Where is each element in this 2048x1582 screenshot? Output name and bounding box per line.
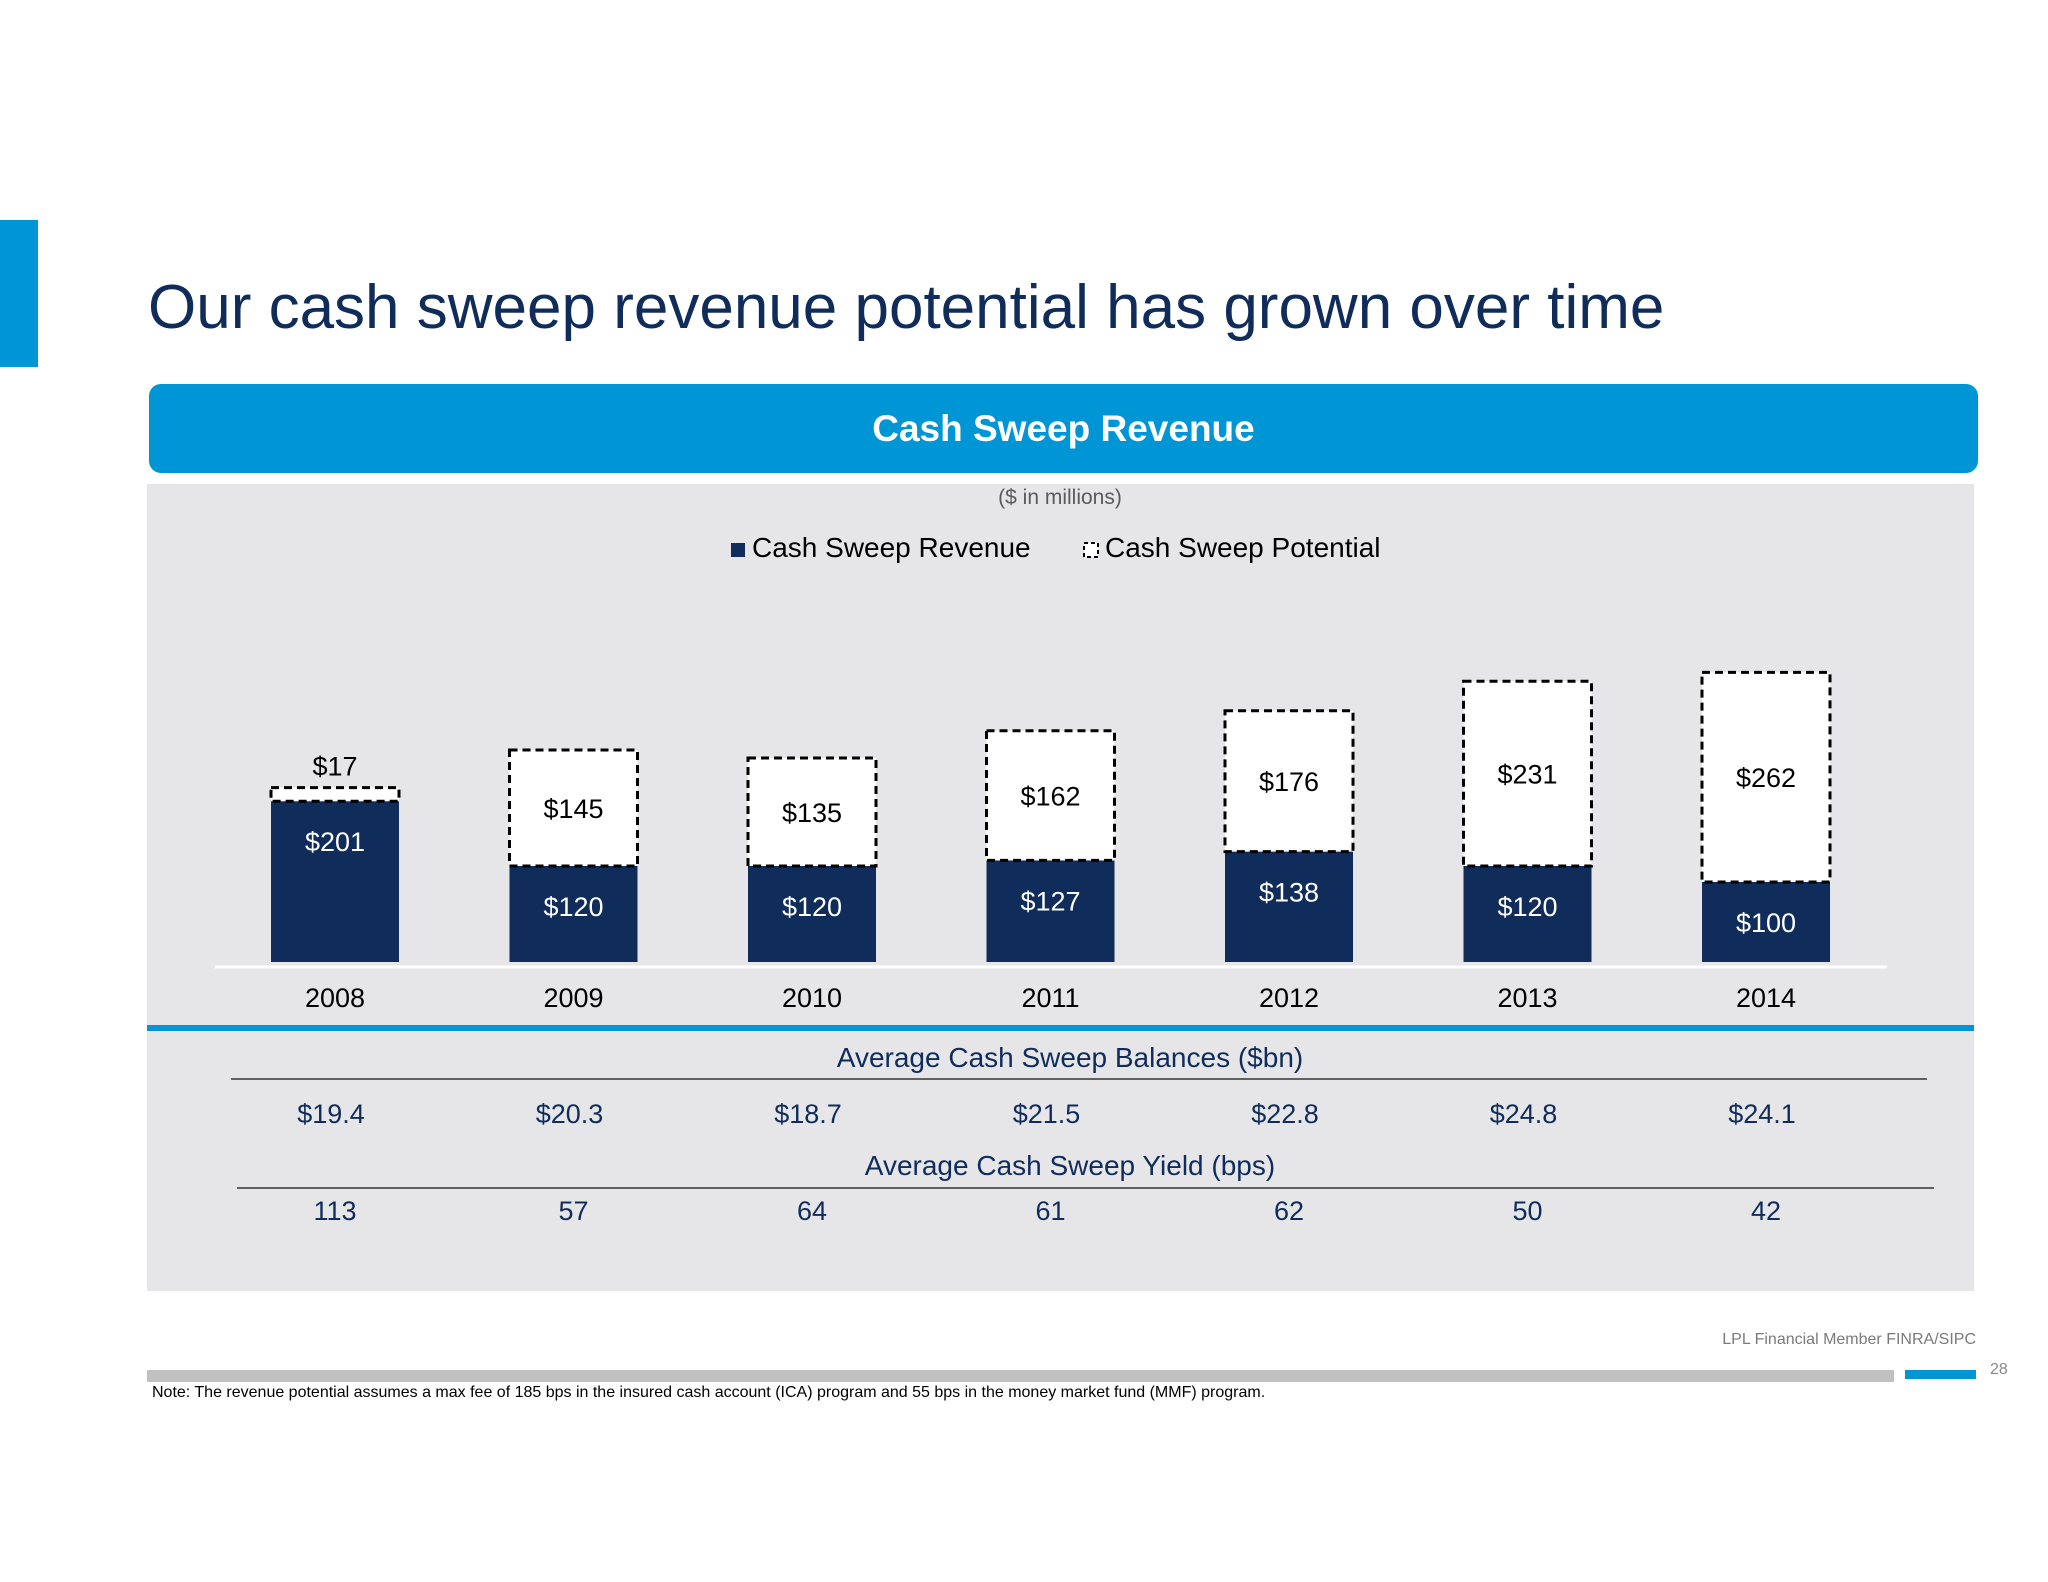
yield-value-2009: 57 — [558, 1196, 588, 1226]
balance-value-2014: $24.1 — [1728, 1099, 1796, 1129]
balance-value-2012: $22.8 — [1251, 1099, 1319, 1129]
revenue-label-2008: $201 — [305, 827, 365, 857]
chart-divider — [147, 1025, 1974, 1031]
revenue-bar-2008 — [271, 801, 399, 962]
legend-label-revenue: Cash Sweep Revenue — [752, 532, 1031, 563]
chart-subtitle: ($ in millions) — [998, 486, 1122, 509]
potential-bar-2008 — [269, 786, 401, 803]
potential-label-2009: $145 — [543, 794, 603, 824]
revenue-label-2013: $120 — [1497, 892, 1557, 922]
legend-swatch-revenue — [731, 543, 745, 557]
yields-row: 113 57 64 61 62 50 42 — [313, 1196, 1781, 1226]
revenue-bar-2013 — [1463, 866, 1592, 962]
potential-bar-2009 — [508, 748, 639, 868]
x-tick-2012: 2012 — [1259, 983, 1319, 1013]
revenue-label-2011: $127 — [1020, 886, 1080, 916]
revenue-label-2012: $138 — [1259, 878, 1319, 908]
revenue-bar-2010 — [748, 866, 876, 962]
revenue-label-2014: $100 — [1736, 908, 1796, 938]
x-tick-2010: 2010 — [782, 983, 842, 1013]
yield-title: Average Cash Sweep Yield (bps) — [865, 1150, 1275, 1181]
potential-label-2008: $17 — [312, 752, 357, 782]
balance-value-2008: $19.4 — [297, 1099, 365, 1129]
footer-bar — [147, 1370, 1894, 1382]
balance-value-2013: $24.8 — [1490, 1099, 1558, 1129]
revenue-bar-2012 — [1225, 851, 1353, 962]
footer-brand: LPL Financial Member FINRA/SIPC — [1722, 1331, 1976, 1348]
yield-value-2008: 113 — [313, 1196, 356, 1226]
bars-group: $201 $17 $120 $145 $120 $135 $127 $162 $138 $176 $… — [269, 670, 1832, 962]
revenue-bar-2014 — [1702, 882, 1830, 962]
revenue-bar-2009 — [509, 866, 638, 962]
balance-value-2010: $18.7 — [774, 1099, 842, 1129]
balance-value-2009: $20.3 — [536, 1099, 604, 1129]
x-tick-2011: 2011 — [1021, 983, 1079, 1013]
potential-label-2014: $262 — [1736, 763, 1796, 793]
x-tick-2013: 2013 — [1497, 983, 1557, 1013]
yield-value-2013: 50 — [1512, 1196, 1542, 1226]
x-tick-2009: 2009 — [543, 983, 603, 1013]
yield-value-2012: 62 — [1274, 1196, 1304, 1226]
x-tick-2014: 2014 — [1736, 983, 1796, 1013]
revenue-label-2009: $120 — [543, 892, 603, 922]
yield-value-2014: 42 — [1751, 1196, 1781, 1226]
potential-label-2013: $231 — [1497, 760, 1557, 790]
yield-value-2010: 64 — [797, 1196, 827, 1226]
potential-label-2012: $176 — [1259, 767, 1319, 797]
slide-title: Our cash sweep revenue potential has gro… — [148, 273, 1665, 342]
potential-bar-2013 — [1462, 679, 1593, 868]
potential-bar-2011 — [985, 729, 1116, 862]
potential-bar-2014 — [1700, 670, 1832, 884]
footnote: Note: The revenue potential assumes a ma… — [152, 1384, 1266, 1401]
accent-tab — [0, 220, 38, 367]
balances-row: $19.4 $20.3 $18.7 $21.5 $22.8 $24.8 $24.1 — [297, 1099, 1796, 1129]
chart-banner: Cash Sweep Revenue — [149, 384, 1978, 473]
chart-panel: ($ in millions) Cash Sweep Revenue Cash … — [147, 484, 1974, 1291]
x-tick-2008: 2008 — [305, 983, 365, 1013]
potential-label-2010: $135 — [782, 798, 842, 828]
legend-label-potential: Cash Sweep Potential — [1105, 532, 1381, 563]
balance-value-2011: $21.5 — [1013, 1099, 1081, 1129]
page-number: 28 — [1990, 1361, 2008, 1378]
yield-value-2011: 61 — [1035, 1196, 1065, 1226]
balances-title: Average Cash Sweep Balances ($bn) — [837, 1042, 1303, 1073]
revenue-bar-2011 — [986, 860, 1115, 962]
x-tick-labels: 2008 2009 2010 2011 2012 2013 2014 — [305, 983, 1796, 1013]
legend-swatch-potential — [1083, 542, 1099, 558]
chart-legend: Cash Sweep Revenue Cash Sweep Potential — [731, 532, 1381, 563]
footer-accent — [1905, 1370, 1976, 1379]
potential-label-2011: $162 — [1020, 782, 1080, 812]
cash-sweep-chart: ($ in millions) Cash Sweep Revenue Cash … — [147, 486, 1974, 1226]
potential-bar-2010 — [746, 756, 878, 868]
potential-bar-2012 — [1223, 709, 1355, 854]
revenue-label-2010: $120 — [782, 892, 842, 922]
banner-title: Cash Sweep Revenue — [872, 407, 1255, 449]
